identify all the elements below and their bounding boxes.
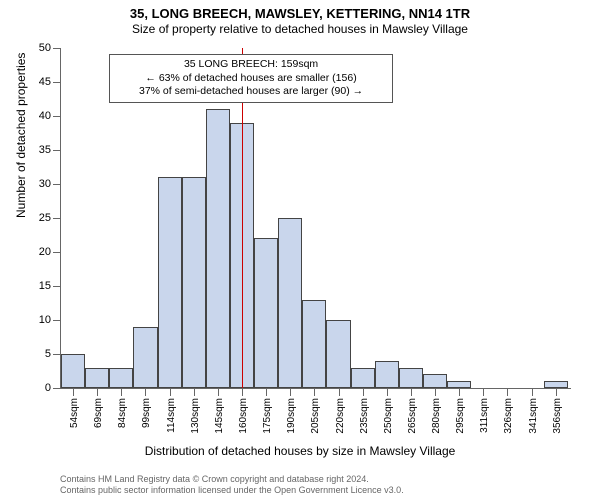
x-tick-label: 69sqm [93, 398, 104, 428]
x-tick-label: 54sqm [69, 398, 80, 428]
y-tick [53, 82, 61, 83]
y-tick [53, 252, 61, 253]
x-axis-label: Distribution of detached houses by size … [0, 444, 600, 458]
x-tick-label: 145sqm [214, 398, 225, 434]
y-tick [53, 286, 61, 287]
chart-title: 35, LONG BREECH, MAWSLEY, KETTERING, NN1… [0, 0, 600, 21]
x-tick-label: 175sqm [262, 398, 273, 434]
histogram-bar [399, 368, 423, 388]
y-tick [53, 184, 61, 185]
y-axis-label: Number of detached properties [14, 53, 28, 218]
histogram-bar [206, 109, 230, 388]
histogram-bar [351, 368, 375, 388]
histogram-bar [254, 238, 278, 388]
x-tick [556, 388, 557, 396]
x-tick [314, 388, 315, 396]
x-tick-label: 311sqm [479, 398, 490, 433]
x-tick-label: 114sqm [166, 398, 177, 433]
x-tick [532, 388, 533, 396]
annotation-line3: 37% of semi-detached houses are larger (… [116, 85, 386, 99]
y-tick-label: 20 [39, 246, 51, 258]
y-tick [53, 320, 61, 321]
x-tick [507, 388, 508, 396]
x-tick [97, 388, 98, 396]
y-tick-label: 15 [39, 280, 51, 292]
x-tick [170, 388, 171, 396]
x-tick-label: 84sqm [117, 398, 128, 428]
y-tick-label: 35 [39, 144, 51, 156]
x-tick [411, 388, 412, 396]
histogram-bar [375, 361, 399, 388]
x-tick-label: 280sqm [431, 398, 442, 434]
x-tick [145, 388, 146, 396]
x-tick-label: 356sqm [552, 398, 563, 434]
y-tick-label: 40 [39, 110, 51, 122]
y-tick-label: 5 [45, 348, 51, 360]
histogram-bar [133, 327, 157, 388]
y-tick-label: 0 [45, 382, 51, 394]
x-tick [218, 388, 219, 396]
histogram-bar [447, 381, 471, 388]
annotation-line1: 35 LONG BREECH: 159sqm [116, 58, 386, 72]
x-tick [363, 388, 364, 396]
chart-subtitle: Size of property relative to detached ho… [0, 22, 600, 36]
x-tick [266, 388, 267, 396]
x-tick [483, 388, 484, 396]
histogram-bar [278, 218, 302, 388]
x-tick [73, 388, 74, 396]
x-tick-label: 235sqm [359, 398, 370, 434]
y-tick [53, 218, 61, 219]
annotation-line2: ← 63% of detached houses are smaller (15… [116, 72, 386, 86]
histogram-bar [182, 177, 206, 388]
x-tick [339, 388, 340, 396]
histogram-bar [109, 368, 133, 388]
x-tick-label: 130sqm [190, 398, 201, 434]
x-tick [290, 388, 291, 396]
x-tick-label: 205sqm [310, 398, 321, 434]
chart-container: 35, LONG BREECH, MAWSLEY, KETTERING, NN1… [0, 0, 600, 500]
x-tick [242, 388, 243, 396]
y-tick-label: 50 [39, 42, 51, 54]
y-tick-label: 30 [39, 178, 51, 190]
histogram-bar [302, 300, 326, 388]
y-tick-label: 25 [39, 212, 51, 224]
x-tick [387, 388, 388, 396]
x-tick-label: 265sqm [407, 398, 418, 434]
histogram-bar [85, 368, 109, 388]
x-tick-label: 99sqm [141, 398, 152, 428]
y-tick-label: 10 [39, 314, 51, 326]
y-tick [53, 116, 61, 117]
histogram-bar [544, 381, 568, 388]
y-tick [53, 354, 61, 355]
histogram-bar [326, 320, 350, 388]
y-tick [53, 388, 61, 389]
x-tick-label: 295sqm [455, 398, 466, 434]
x-tick-label: 250sqm [383, 398, 394, 434]
x-tick-label: 326sqm [503, 398, 514, 434]
x-tick [435, 388, 436, 396]
x-tick-label: 220sqm [335, 398, 346, 434]
x-tick [194, 388, 195, 396]
y-tick [53, 48, 61, 49]
histogram-bar [61, 354, 85, 388]
footer-line2: Contains public sector information licen… [60, 485, 404, 496]
x-tick-label: 341sqm [528, 398, 539, 434]
x-tick [121, 388, 122, 396]
histogram-bar [423, 374, 447, 388]
y-tick [53, 150, 61, 151]
footer-attribution: Contains HM Land Registry data © Crown c… [60, 474, 404, 496]
x-tick [459, 388, 460, 396]
y-tick-label: 45 [39, 76, 51, 88]
footer-line1: Contains HM Land Registry data © Crown c… [60, 474, 404, 485]
x-tick-label: 160sqm [238, 398, 249, 434]
histogram-bar [158, 177, 182, 388]
annotation-box: 35 LONG BREECH: 159sqm ← 63% of detached… [109, 54, 393, 103]
x-tick-label: 190sqm [286, 398, 297, 434]
chart-plot-area: 0510152025303540455054sqm69sqm84sqm99sqm… [60, 48, 570, 388]
